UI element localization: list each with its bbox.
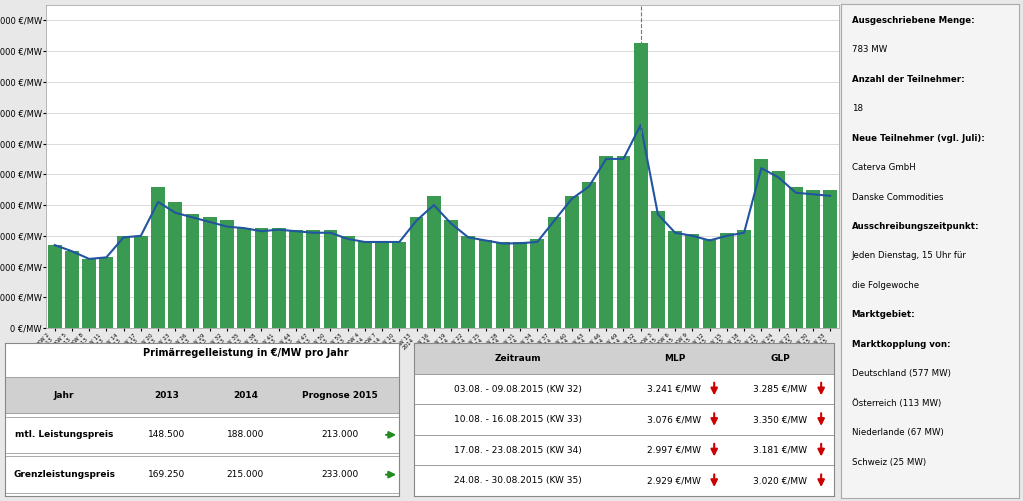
Bar — [651, 211, 665, 328]
Bar — [514, 242, 527, 328]
Bar — [771, 171, 786, 328]
Text: Marktgebiet:: Marktgebiet: — [851, 311, 916, 320]
Text: 10.08. - 16.08.2015 (KW 33): 10.08. - 16.08.2015 (KW 33) — [454, 415, 582, 424]
Bar — [409, 217, 424, 328]
Text: MLP: MLP — [664, 354, 685, 363]
Text: 24.08. - 30.08.2015 (KW 35): 24.08. - 30.08.2015 (KW 35) — [454, 476, 582, 485]
Text: 148.500: 148.500 — [148, 430, 185, 439]
FancyBboxPatch shape — [5, 377, 399, 413]
Text: 3.181 €/MW: 3.181 €/MW — [753, 446, 807, 454]
Bar — [461, 236, 476, 328]
Bar — [82, 259, 96, 328]
Text: 2013: 2013 — [154, 391, 179, 400]
FancyBboxPatch shape — [414, 404, 834, 435]
Text: Caterva GmbH: Caterva GmbH — [851, 163, 916, 172]
Text: Österreich (113 MW): Österreich (113 MW) — [851, 399, 941, 408]
Bar — [185, 214, 199, 328]
Bar — [65, 251, 79, 328]
FancyBboxPatch shape — [5, 456, 399, 493]
FancyBboxPatch shape — [414, 465, 834, 496]
Text: Primärregelleistung in €/MW pro Jahr: Primärregelleistung in €/MW pro Jahr — [142, 348, 348, 358]
Text: Marktkopplung von:: Marktkopplung von: — [851, 340, 950, 349]
Text: 03.08. - 09.08.2015 (KW 32): 03.08. - 09.08.2015 (KW 32) — [454, 385, 582, 393]
Bar — [48, 245, 61, 328]
Text: 233.000: 233.000 — [321, 470, 358, 479]
FancyBboxPatch shape — [414, 435, 834, 465]
Bar — [599, 156, 613, 328]
Bar — [375, 242, 389, 328]
Text: Ausgeschriebene Menge:: Ausgeschriebene Menge: — [851, 16, 974, 25]
Text: mtl. Leistungspreis: mtl. Leistungspreis — [15, 430, 114, 439]
Bar — [496, 242, 509, 328]
Text: Jahr: Jahr — [54, 391, 75, 400]
Text: 2014: 2014 — [233, 391, 258, 400]
Text: die Folgewoche: die Folgewoche — [851, 281, 919, 290]
Text: 3.285 €/MW: 3.285 €/MW — [753, 385, 807, 393]
Text: 215.000: 215.000 — [227, 470, 264, 479]
Bar — [685, 234, 700, 328]
Text: Grenzleistungspreis: Grenzleistungspreis — [13, 470, 116, 479]
Text: 18: 18 — [851, 104, 862, 113]
Bar — [151, 186, 165, 328]
FancyBboxPatch shape — [5, 416, 399, 453]
FancyBboxPatch shape — [414, 374, 834, 404]
Bar — [738, 229, 751, 328]
Bar — [134, 236, 147, 328]
Bar — [323, 229, 338, 328]
Bar — [547, 217, 562, 328]
Text: Schweiz (25 MW): Schweiz (25 MW) — [851, 457, 926, 466]
Bar — [117, 236, 131, 328]
Bar — [290, 229, 303, 328]
Text: Niederlande (67 MW): Niederlande (67 MW) — [851, 428, 943, 437]
Bar — [479, 240, 492, 328]
Text: Anzahl der Teilnehmer:: Anzahl der Teilnehmer: — [851, 75, 965, 84]
Text: 188.000: 188.000 — [227, 430, 264, 439]
Bar — [393, 242, 406, 328]
Text: Danske Commodities: Danske Commodities — [851, 192, 943, 201]
Text: Deutschland (577 MW): Deutschland (577 MW) — [851, 369, 950, 378]
Bar — [582, 182, 595, 328]
Text: 169.250: 169.250 — [148, 470, 185, 479]
Bar — [427, 196, 441, 328]
Text: 3.020 €/MW: 3.020 €/MW — [753, 476, 807, 485]
FancyBboxPatch shape — [414, 343, 834, 374]
Text: 213.000: 213.000 — [321, 430, 358, 439]
Text: 783 MW: 783 MW — [851, 45, 887, 54]
Bar — [720, 233, 733, 328]
Text: 17.08. - 23.08.2015 (KW 34): 17.08. - 23.08.2015 (KW 34) — [454, 446, 582, 454]
Bar — [703, 239, 716, 328]
Bar — [272, 228, 285, 328]
Text: GLP: GLP — [770, 354, 790, 363]
Bar — [99, 258, 114, 328]
Bar — [617, 156, 630, 328]
Text: 2.929 €/MW: 2.929 €/MW — [648, 476, 702, 485]
Bar — [169, 202, 182, 328]
Bar — [565, 196, 579, 328]
Bar — [789, 186, 803, 328]
Bar — [806, 190, 819, 328]
Bar — [754, 159, 768, 328]
Bar — [220, 220, 234, 328]
Bar — [341, 236, 355, 328]
Bar — [358, 242, 371, 328]
Bar — [203, 217, 217, 328]
Bar — [306, 229, 320, 328]
Bar — [530, 239, 544, 328]
Text: 3.076 €/MW: 3.076 €/MW — [648, 415, 702, 424]
Text: Neue Teilnehmer (vgl. Juli):: Neue Teilnehmer (vgl. Juli): — [851, 134, 984, 143]
Text: 3.241 €/MW: 3.241 €/MW — [648, 385, 702, 393]
Text: 3.350 €/MW: 3.350 €/MW — [753, 415, 807, 424]
Text: Zeitraum: Zeitraum — [495, 354, 541, 363]
Bar — [237, 228, 251, 328]
Text: Jeden Dienstag, 15 Uhr für: Jeden Dienstag, 15 Uhr für — [851, 252, 967, 261]
Bar — [824, 190, 837, 328]
Text: 2.997 €/MW: 2.997 €/MW — [648, 446, 702, 454]
Bar — [444, 220, 458, 328]
Bar — [255, 228, 268, 328]
Bar — [634, 44, 648, 328]
Text: Prognose 2015: Prognose 2015 — [302, 391, 377, 400]
Text: Ausschreibungszeitpunkt:: Ausschreibungszeitpunkt: — [851, 222, 979, 231]
Bar — [668, 231, 682, 328]
